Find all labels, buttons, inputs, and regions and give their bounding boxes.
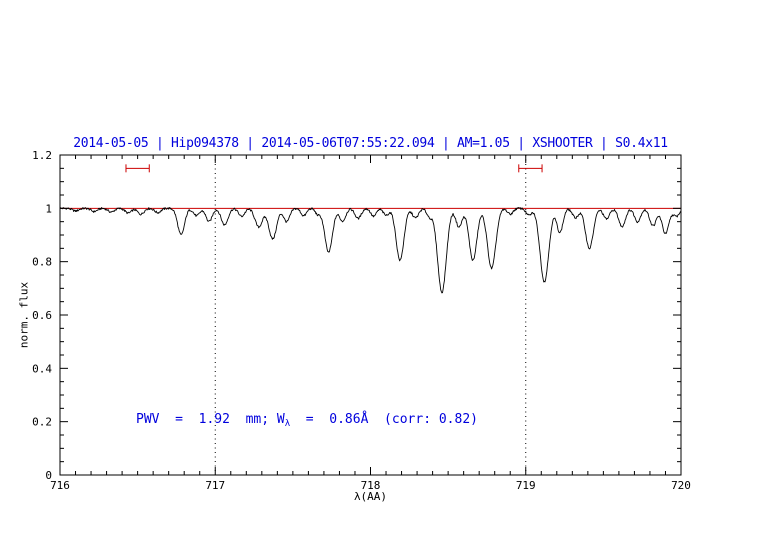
x-tick-label: 718 bbox=[361, 479, 381, 492]
spectrum-path bbox=[59, 207, 682, 294]
y-tick-label: 1 bbox=[45, 202, 52, 215]
pwv-annotation-suffix: = 0.86Å (corr: 0.82) bbox=[290, 412, 478, 427]
plot-title: 2014-05-05 | Hip094378 | 2014-05-06T07:5… bbox=[73, 136, 668, 151]
y-tick-label: 0 bbox=[45, 469, 52, 482]
pwv-annotation-prefix: PWV = 1.92 mm; W bbox=[136, 412, 285, 427]
y-tick-label: 0.2 bbox=[32, 416, 52, 429]
x-axis-label: λ(AA) bbox=[353, 490, 388, 503]
x-tick-label: 716 bbox=[50, 479, 70, 492]
y-tick-label: 1.2 bbox=[32, 149, 52, 162]
x-tick-label: 720 bbox=[671, 479, 691, 492]
y-tick-label: 0.6 bbox=[32, 309, 52, 322]
x-tick-label: 719 bbox=[516, 479, 536, 492]
y-axis-label: norm. flux bbox=[17, 281, 31, 349]
y-tick-label: 0.4 bbox=[32, 362, 52, 375]
y-tick-label: 0.8 bbox=[32, 256, 52, 269]
lambda-subscript-icon: λ bbox=[284, 419, 291, 429]
pwv-annotation: PWV = 1.92 mm; Wλ = 0.86Å (corr: 0.82) bbox=[136, 412, 478, 429]
x-tick-label: 717 bbox=[205, 479, 225, 492]
